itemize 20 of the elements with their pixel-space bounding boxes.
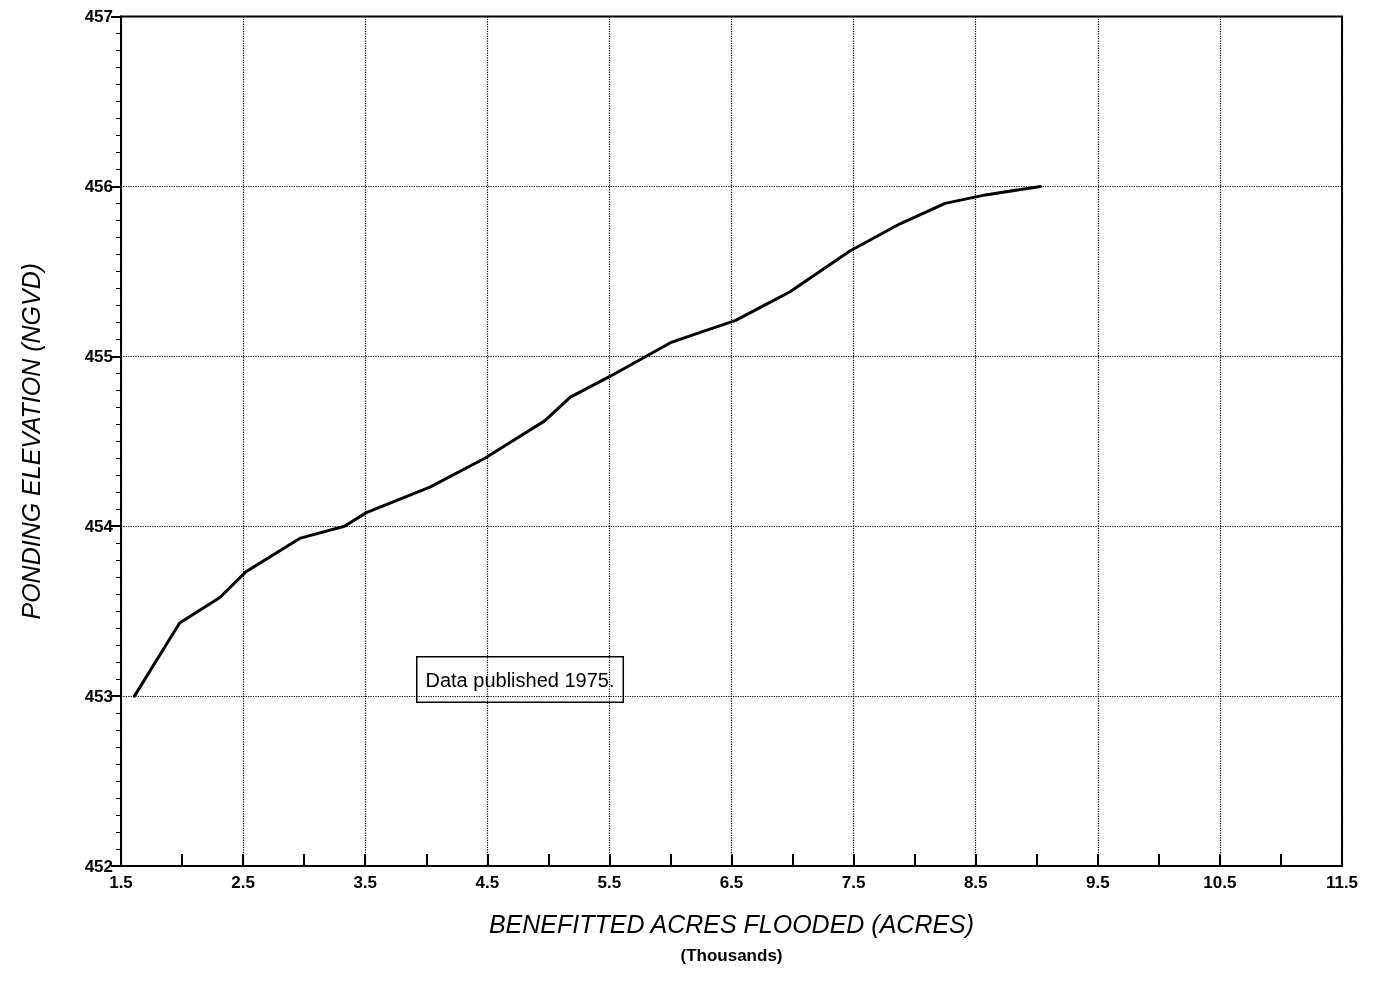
y-tick-label: 455 bbox=[84, 346, 113, 366]
x-tick-label: 5.5 bbox=[597, 873, 622, 892]
x-tick-label: 8.5 bbox=[963, 873, 988, 892]
x-tick-label: 10.5 bbox=[1203, 873, 1237, 892]
x-tick-label: 2.5 bbox=[231, 873, 255, 892]
y-tick-label: 457 bbox=[84, 7, 113, 26]
y-tick-label: 456 bbox=[84, 176, 113, 196]
y-axis-title: PONDING ELEVATION (NGVD) bbox=[16, 262, 45, 620]
x-tick-label: 9.5 bbox=[1085, 873, 1110, 892]
x-tick-label: 1.5 bbox=[109, 873, 133, 892]
x-tick-label: 3.5 bbox=[353, 873, 378, 892]
x-tick-label: 7.5 bbox=[841, 873, 866, 892]
annotation: Data published 1975. bbox=[425, 668, 615, 691]
y-tick-label: 452 bbox=[84, 856, 113, 876]
x-tick-label: 4.5 bbox=[475, 873, 500, 892]
x-tick-label: 6.5 bbox=[719, 873, 744, 892]
x-tick-label: 11.5 bbox=[1325, 873, 1359, 892]
y-tick-label: 453 bbox=[84, 686, 113, 706]
y-tick-label: 454 bbox=[84, 516, 114, 536]
x-axis-title: BENEFITTED ACRES FLOODED (ACRES) (Thousands) bbox=[488, 910, 975, 965]
